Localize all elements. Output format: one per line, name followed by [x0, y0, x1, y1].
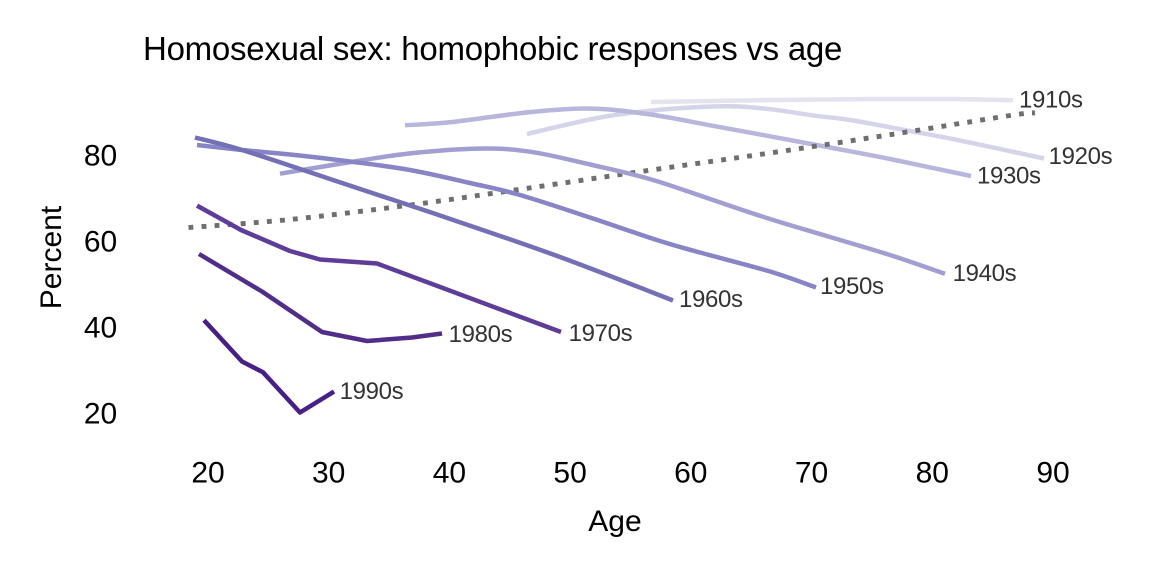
svg-text:40: 40 [84, 312, 117, 345]
svg-text:60: 60 [84, 226, 117, 259]
svg-text:1990s: 1990s [340, 378, 404, 405]
svg-text:Age: Age [588, 505, 641, 538]
svg-text:70: 70 [795, 457, 828, 490]
svg-text:1920s: 1920s [1049, 143, 1113, 170]
svg-text:1940s: 1940s [953, 260, 1017, 287]
svg-text:80: 80 [916, 457, 949, 490]
svg-text:1930s: 1930s [977, 163, 1041, 190]
svg-text:50: 50 [553, 457, 586, 490]
svg-text:Homosexual sex: homophobic res: Homosexual sex: homophobic responses vs … [143, 30, 842, 67]
svg-text:80: 80 [84, 140, 117, 173]
svg-text:1960s: 1960s [679, 286, 743, 313]
svg-text:90: 90 [1036, 457, 1069, 490]
svg-text:30: 30 [312, 457, 345, 490]
svg-text:20: 20 [84, 398, 117, 431]
svg-text:1950s: 1950s [820, 273, 884, 300]
svg-text:Percent: Percent [35, 205, 68, 309]
svg-text:40: 40 [433, 457, 466, 490]
svg-text:60: 60 [674, 457, 707, 490]
svg-text:1910s: 1910s [1019, 86, 1083, 113]
svg-text:1970s: 1970s [569, 320, 633, 347]
svg-text:1980s: 1980s [449, 321, 513, 348]
svg-text:20: 20 [191, 457, 224, 490]
